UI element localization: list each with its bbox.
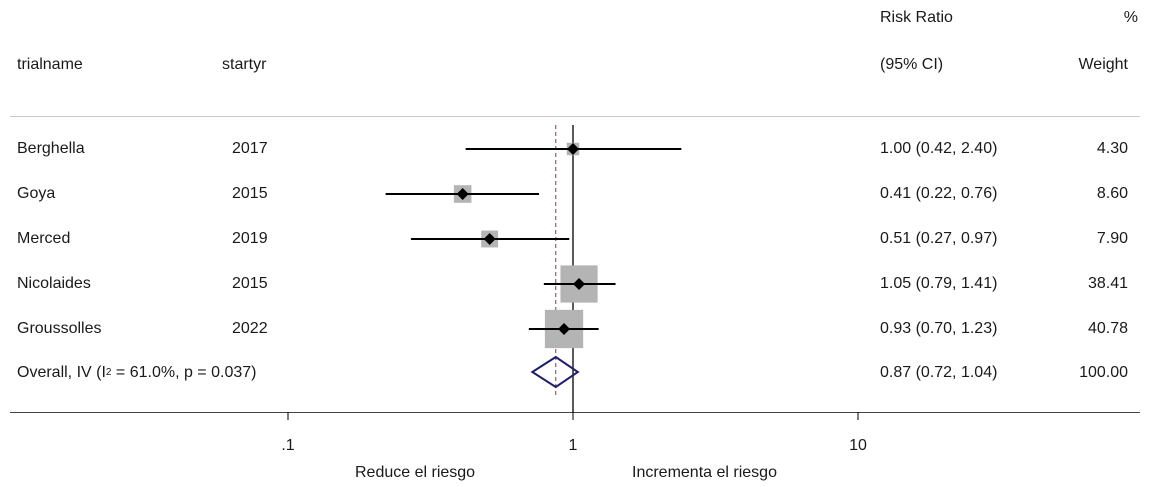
- study-year: 2017: [232, 140, 268, 157]
- x-caption-left: Reduce el riesgo: [355, 464, 476, 481]
- x-tick-label: 1: [568, 437, 578, 454]
- study-weight: 7.90: [1096, 230, 1128, 247]
- header-trialname: trialname: [17, 56, 83, 73]
- x-caption-right: Incrementa el riesgo: [632, 464, 777, 481]
- x-tick-label: .1: [281, 437, 295, 454]
- header-startyr: startyr: [222, 56, 267, 73]
- header-weight: Weight: [1078, 56, 1128, 73]
- study-ci: 0.41 (0.22, 0.76): [880, 185, 998, 202]
- header-percent: %: [1123, 9, 1138, 26]
- axis-divider: [10, 412, 1140, 413]
- study-weight: 38.41: [1087, 275, 1128, 292]
- header-divider: [10, 116, 1140, 117]
- study-name: Merced: [17, 230, 71, 247]
- x-tick-label: 10: [849, 437, 867, 454]
- point-estimate: [483, 233, 496, 245]
- study-weight: 8.60: [1096, 185, 1128, 202]
- point-estimate: [558, 323, 571, 335]
- overall-diamond: [530, 355, 580, 389]
- study-weight: 4.30: [1096, 140, 1128, 157]
- study-year: 2015: [232, 185, 268, 202]
- study-weight: 40.78: [1087, 320, 1128, 337]
- overall-label: Overall, IV (I2 = 61.0%, p = 0.037): [17, 364, 256, 384]
- overall-ci: 0.87 (0.72, 1.04): [880, 364, 998, 381]
- point-estimate: [573, 278, 586, 290]
- study-ci: 1.00 (0.42, 2.40): [880, 140, 998, 157]
- study-ci: 0.51 (0.27, 0.97): [880, 230, 998, 247]
- point-estimate: [567, 143, 579, 155]
- study-name: Groussolles: [17, 320, 102, 337]
- study-name: Nicolaides: [17, 275, 91, 292]
- header-ci: (95% CI): [880, 56, 944, 73]
- study-year: 2022: [232, 320, 268, 337]
- study-ci: 1.05 (0.79, 1.41): [880, 275, 998, 292]
- study-name: Berghella: [17, 140, 85, 157]
- overall-label-sup: 2: [105, 367, 112, 378]
- header-risk-ratio: Risk Ratio: [880, 9, 953, 26]
- overall-weight: 100.00: [1079, 364, 1128, 381]
- study-year: 2019: [232, 230, 268, 247]
- study-year: 2015: [232, 275, 268, 292]
- study-name: Goya: [17, 185, 56, 202]
- overall-label-suffix: = 61.0%, p = 0.037): [111, 364, 257, 381]
- point-estimate: [456, 188, 469, 200]
- study-ci: 0.93 (0.70, 1.23): [880, 320, 998, 337]
- overall-label-prefix: Overall, IV (I: [17, 364, 106, 381]
